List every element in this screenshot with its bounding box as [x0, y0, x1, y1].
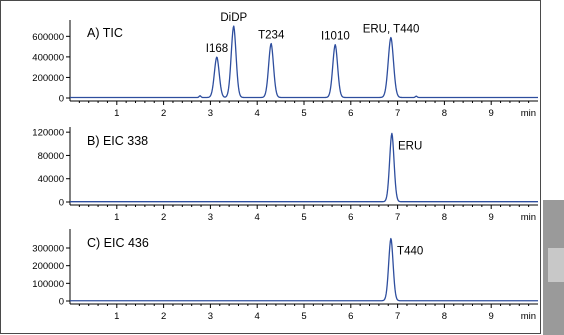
x-tick-label: 5: [301, 108, 306, 119]
x-tick-label: 9: [489, 212, 494, 223]
x-tick-label: 8: [442, 212, 447, 223]
x-tick-label: 4: [255, 108, 260, 119]
chart-panel-2: 0 40000 80000 120000 1 2 3 4 5 6 7 8 9 min B) EIC 338 E…: [32, 127, 539, 223]
x-tick-label: 5: [301, 212, 306, 223]
peak-label: I1010: [321, 31, 350, 43]
x-tick-label: 4: [255, 212, 260, 223]
figure-frame: [0, 0, 541, 334]
x-tick-label: 4: [255, 311, 260, 322]
x-tick-label: 1: [114, 212, 119, 223]
x-tick-label: 9: [489, 108, 494, 119]
x-tick-label: 5: [301, 311, 306, 322]
x-tick-label: 6: [348, 108, 353, 119]
x-tick-label: 9: [489, 311, 494, 322]
y-tick-label: 600000: [32, 32, 64, 43]
x-tick-label: 3: [208, 108, 213, 119]
cropped-edge-highlight: [548, 248, 564, 282]
y-tick-label: 40000: [38, 174, 64, 185]
panel-title: C) EIC 436: [87, 236, 149, 250]
x-tick-label: 6: [348, 311, 353, 322]
chart-panel-1: 0 200000 400000 600000 1 2 3 4 5 6 7 8 9 min A) TIC I16…: [32, 12, 539, 119]
peak-label: ERU: [398, 140, 422, 152]
x-tick-label: 1: [114, 108, 119, 119]
peak-label: ERU, T440: [363, 23, 420, 35]
peak-label: T440: [397, 245, 423, 257]
x-tick-label: 1: [114, 311, 119, 322]
y-tick-label: 0: [59, 297, 64, 308]
x-tick-label: 2: [161, 311, 166, 322]
x-axis-unit: min: [521, 212, 536, 223]
y-tick-label: 100000: [32, 279, 64, 290]
x-tick-label: 3: [208, 212, 213, 223]
y-tick-label: 0: [59, 94, 64, 105]
x-axis-unit: min: [521, 311, 536, 322]
x-axis-unit: min: [521, 108, 536, 119]
x-tick-label: 3: [208, 311, 213, 322]
panel-title: B) EIC 338: [87, 134, 148, 148]
y-tick-label: 200000: [32, 73, 64, 84]
chart-panel-3: 0 100000 200000 300000 1 2 3 4 5 6 7 8 9 min C) EIC 43…: [32, 229, 539, 322]
x-tick-label: 8: [442, 311, 447, 322]
y-tick-label: 120000: [32, 128, 64, 139]
x-tick-label: 7: [395, 212, 400, 223]
x-tick-label: 7: [395, 311, 400, 322]
chromatogram-trace: [69, 132, 539, 203]
panel-title: A) TIC: [87, 26, 123, 40]
y-tick-label: 300000: [32, 244, 64, 255]
peak-label: T234: [258, 30, 285, 42]
x-tick-label: 6: [348, 212, 353, 223]
y-tick-label: 0: [59, 198, 64, 209]
y-tick-label: 200000: [32, 261, 64, 272]
peak-label: DiDP: [220, 12, 247, 24]
y-tick-label: 400000: [32, 52, 64, 63]
x-tick-label: 7: [395, 108, 400, 119]
chromatogram-trace: [69, 25, 539, 99]
chromatogram-trace: [69, 237, 539, 302]
x-tick-label: 2: [161, 108, 166, 119]
x-tick-label: 2: [161, 212, 166, 223]
y-tick-label: 80000: [38, 151, 64, 162]
peak-label: I168: [206, 43, 228, 55]
x-tick-label: 8: [442, 108, 447, 119]
